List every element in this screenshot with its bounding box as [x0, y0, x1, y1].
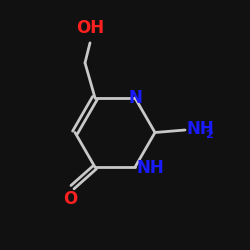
Text: 2: 2: [205, 130, 213, 140]
Text: OH: OH: [76, 18, 104, 36]
Text: O: O: [63, 190, 77, 208]
Text: NH: NH: [186, 120, 214, 138]
Text: NH: NH: [136, 160, 164, 178]
Text: N: N: [128, 89, 142, 107]
